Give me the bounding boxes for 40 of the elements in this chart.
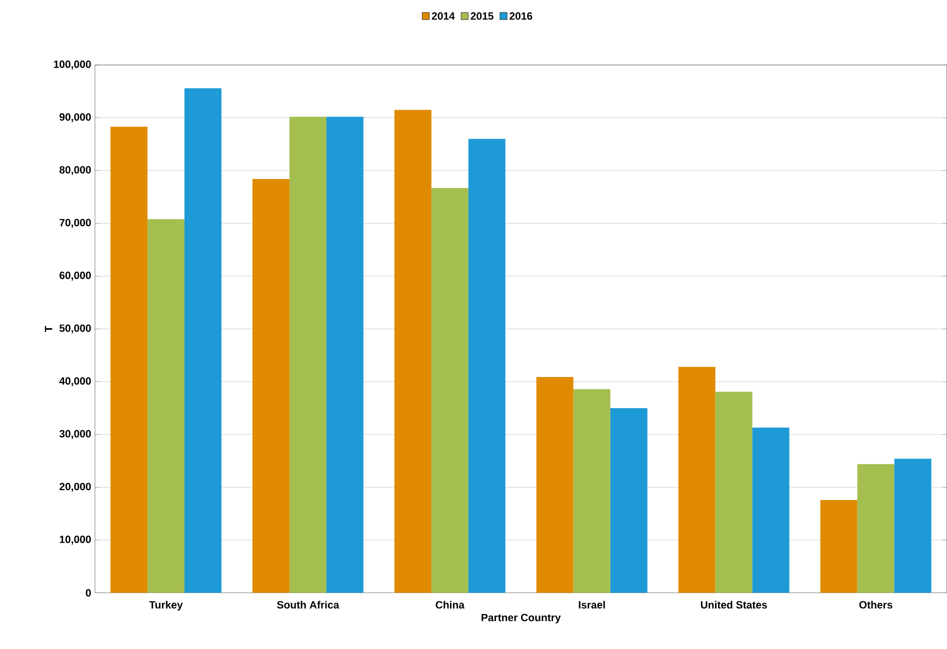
bar [184,88,222,593]
bar [715,392,752,593]
y-tick-label: 60,000 [60,272,91,281]
legend-label: 2014 [432,12,455,20]
bar [326,116,364,593]
y-tick-label: 10,000 [60,536,91,545]
bar [536,377,574,593]
y-tick-label: 0 [86,589,91,597]
y-tick-label: 20,000 [60,482,91,492]
x-tick-label: Others [859,600,892,609]
legend-label: 2016 [510,12,532,20]
y-tick-label: 50,000 [60,324,91,334]
legend-label: 2015 [470,12,494,20]
bar [468,138,506,593]
bar [857,464,894,593]
x-tick-label: China [436,600,465,609]
bar [289,116,326,593]
bar [431,188,468,593]
x-tick-label: United States [700,600,767,609]
y-tick-label: 80,000 [60,166,91,176]
x-axis-title: Partner Country [482,614,561,624]
bar [252,179,290,593]
bar [394,110,432,593]
y-tick-label: 30,000 [59,430,91,440]
bar [110,126,148,593]
y-tick-label: 90,000 [60,113,91,122]
bar [752,428,790,593]
bar [610,408,648,593]
x-tick-label: Turkey [149,600,183,611]
bar [894,458,932,593]
bar [820,500,858,593]
y-tick-label: 70,000 [60,218,91,228]
y-tick-label: 40,000 [59,377,91,386]
bar [678,366,716,593]
bar [147,219,184,593]
bar [573,389,610,593]
x-tick-label: Israel [578,600,605,609]
x-tick-label: South Africa [277,600,340,609]
y-tick-label: 100,000 [54,60,91,70]
y-axis-title: T [44,326,52,332]
